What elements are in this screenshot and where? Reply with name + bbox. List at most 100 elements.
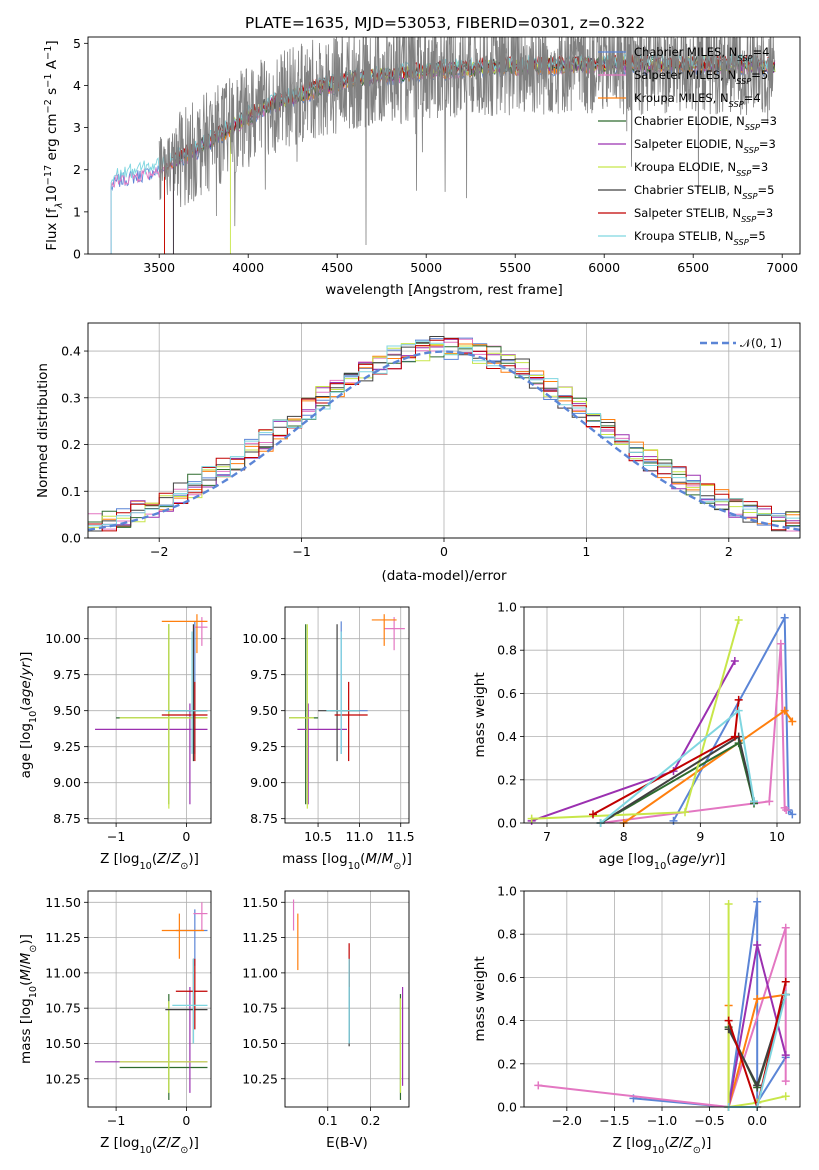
- x-axis-label: (data-model)/error: [381, 568, 507, 584]
- y-axis-label-part: M: [18, 952, 34, 964]
- y-axis-label-part: Flux [f: [44, 207, 60, 251]
- x-tick-label: 7000: [766, 260, 798, 275]
- y-tick-label: 10.50: [242, 1036, 278, 1051]
- x-tick-label: 5500: [499, 260, 531, 275]
- y-axis-label-part: yr: [18, 661, 34, 677]
- x-axis-label-part: /: [377, 851, 382, 867]
- plot-area: [95, 614, 208, 809]
- x-tick-label: 10: [769, 829, 785, 844]
- legend-label-part: Salpeter STELIB, N: [634, 206, 741, 220]
- y-tick-label: 0: [73, 247, 81, 262]
- x-tick-label: 8: [620, 829, 628, 844]
- x-axis-label-part: Z: [156, 851, 167, 867]
- y-axis-label-part: age: [18, 680, 34, 705]
- y-tick-label: 9.00: [250, 775, 278, 790]
- error-point: [172, 958, 208, 1044]
- x-axis-label: E(B-V): [326, 1135, 368, 1151]
- y-axis-label-part: (: [18, 705, 34, 710]
- x-axis-label-part: )]: [715, 851, 726, 867]
- y-axis-label-part: s: [44, 88, 60, 99]
- legend-label: Kroupa MILES, NSSP=4: [634, 91, 761, 109]
- weight-marker: [589, 810, 597, 819]
- error-point: [95, 703, 208, 805]
- weight-marker: [788, 810, 797, 819]
- y-tick-label: 0.1: [61, 484, 81, 499]
- y-tick-label: 11.00: [242, 965, 278, 980]
- x-axis-label-part: (: [664, 1135, 669, 1151]
- error-point: [165, 631, 208, 754]
- error-point: [161, 913, 204, 959]
- y-tick-label: 9.50: [53, 703, 81, 718]
- x-axis-label-part: 10: [652, 1145, 664, 1156]
- y-axis-label-part: (: [18, 981, 34, 986]
- axes-frame: [87, 36, 801, 255]
- x-tick-label: 0: [182, 1113, 190, 1128]
- legend-label: 𝒩(0, 1): [740, 336, 782, 350]
- x-tick-label: −1: [292, 544, 310, 559]
- plot-area: [87, 336, 801, 532]
- legend-label: Kroupa STELIB, NSSP=5: [634, 229, 766, 247]
- weight-marker: [781, 923, 790, 932]
- y-tick-label: 8.75: [250, 811, 278, 826]
- y-tick-label: 0.0: [497, 816, 517, 831]
- x-axis-label-part: 10: [139, 861, 151, 872]
- plot-area: [292, 899, 404, 1100]
- legend-label-part: Kroupa STELIB, N: [634, 229, 734, 243]
- legend-label: Salpeter ELODIE, NSSP=3: [634, 137, 776, 155]
- legend-label-part: Kroupa ELODIE, N: [634, 160, 736, 174]
- y-axis-label-part: −17: [43, 165, 54, 186]
- x-axis-label-part: )]: [701, 1135, 712, 1151]
- y-tick-label: 0.2: [61, 437, 81, 452]
- weight-marker: [781, 990, 790, 999]
- y-tick-label: 4: [73, 78, 81, 93]
- y-axis-label-part: )]: [18, 652, 34, 663]
- error-point: [193, 902, 208, 931]
- legend-label-part: SSP: [734, 237, 749, 247]
- y-tick-label: 0.8: [497, 927, 517, 942]
- weight-marker: [780, 706, 789, 715]
- x-tick-label: −1: [107, 1113, 125, 1128]
- y-tick-label: 10.75: [242, 1001, 278, 1016]
- legend-label-part: SSP: [742, 191, 757, 201]
- y-tick-label: 1.0: [497, 884, 517, 899]
- x-axis-label-part: age: [672, 851, 697, 867]
- weight-marker: [781, 1092, 790, 1101]
- legend-label-part: Salpeter MILES, N: [634, 68, 736, 82]
- x-axis-label-part: ⊙: [180, 1145, 188, 1156]
- legend-label-part: SSP: [736, 168, 751, 178]
- histogram-axes: −2 −1 0 1 2 0.0 0.1 0.2 0.3 0.4 𝒩(0, 1) (data-model…: [35, 322, 801, 584]
- x-axis-label-part: Z: [156, 1135, 167, 1151]
- legend-label-part: Chabrier ELODIE, N: [634, 114, 745, 128]
- weight-marker: [753, 1081, 762, 1090]
- x-tick-label: 6500: [677, 260, 709, 275]
- x-tick-label: 0.1: [318, 1113, 338, 1128]
- x-axis-label-part: Z: [170, 851, 181, 867]
- x-axis-label-part: Z: [170, 1135, 181, 1151]
- axes-frame: [523, 890, 801, 1108]
- error-point: [161, 681, 208, 762]
- y-tick-label: 9.25: [250, 739, 278, 754]
- error-point: [175, 958, 208, 1030]
- x-axis-label: Z [log10(Z/Z⊙)]: [613, 1135, 712, 1156]
- y-tick-label: 9.75: [250, 667, 278, 682]
- y-axis-label-part: mass [log: [18, 998, 34, 1064]
- x-tick-label: 0: [182, 829, 190, 844]
- y-axis-label-part: λ: [54, 203, 65, 210]
- ebv-mass-axes: 0.1 0.2 10.25 10.50 10.75 11.00 11.25 11.50 E(B-…: [242, 890, 410, 1151]
- y-tick-label: 0.4: [497, 1013, 517, 1028]
- mass-age-axes: 10.5 11.0 11.5 8.75 9.00 9.25 9.50 9.75 10.00 mas…: [242, 606, 415, 872]
- x-axis-label-part: )]: [188, 851, 199, 867]
- error-point: [119, 1001, 208, 1093]
- x-axis-label-part: Z: [669, 1135, 680, 1151]
- y-tick-label: 11.00: [45, 965, 81, 980]
- histogram-step: [88, 340, 800, 527]
- x-tick-label: 9: [696, 829, 704, 844]
- weight-marker: [780, 613, 789, 622]
- legend-label-part: =3: [760, 114, 777, 128]
- x-tick-label: −0.5: [694, 1113, 724, 1128]
- weight-marker: [527, 814, 536, 823]
- weight-marker: [681, 808, 689, 817]
- x-axis-label-part: Z [log: [100, 1135, 139, 1151]
- legend-label-part: SSP: [744, 145, 759, 155]
- error-point: [297, 703, 347, 805]
